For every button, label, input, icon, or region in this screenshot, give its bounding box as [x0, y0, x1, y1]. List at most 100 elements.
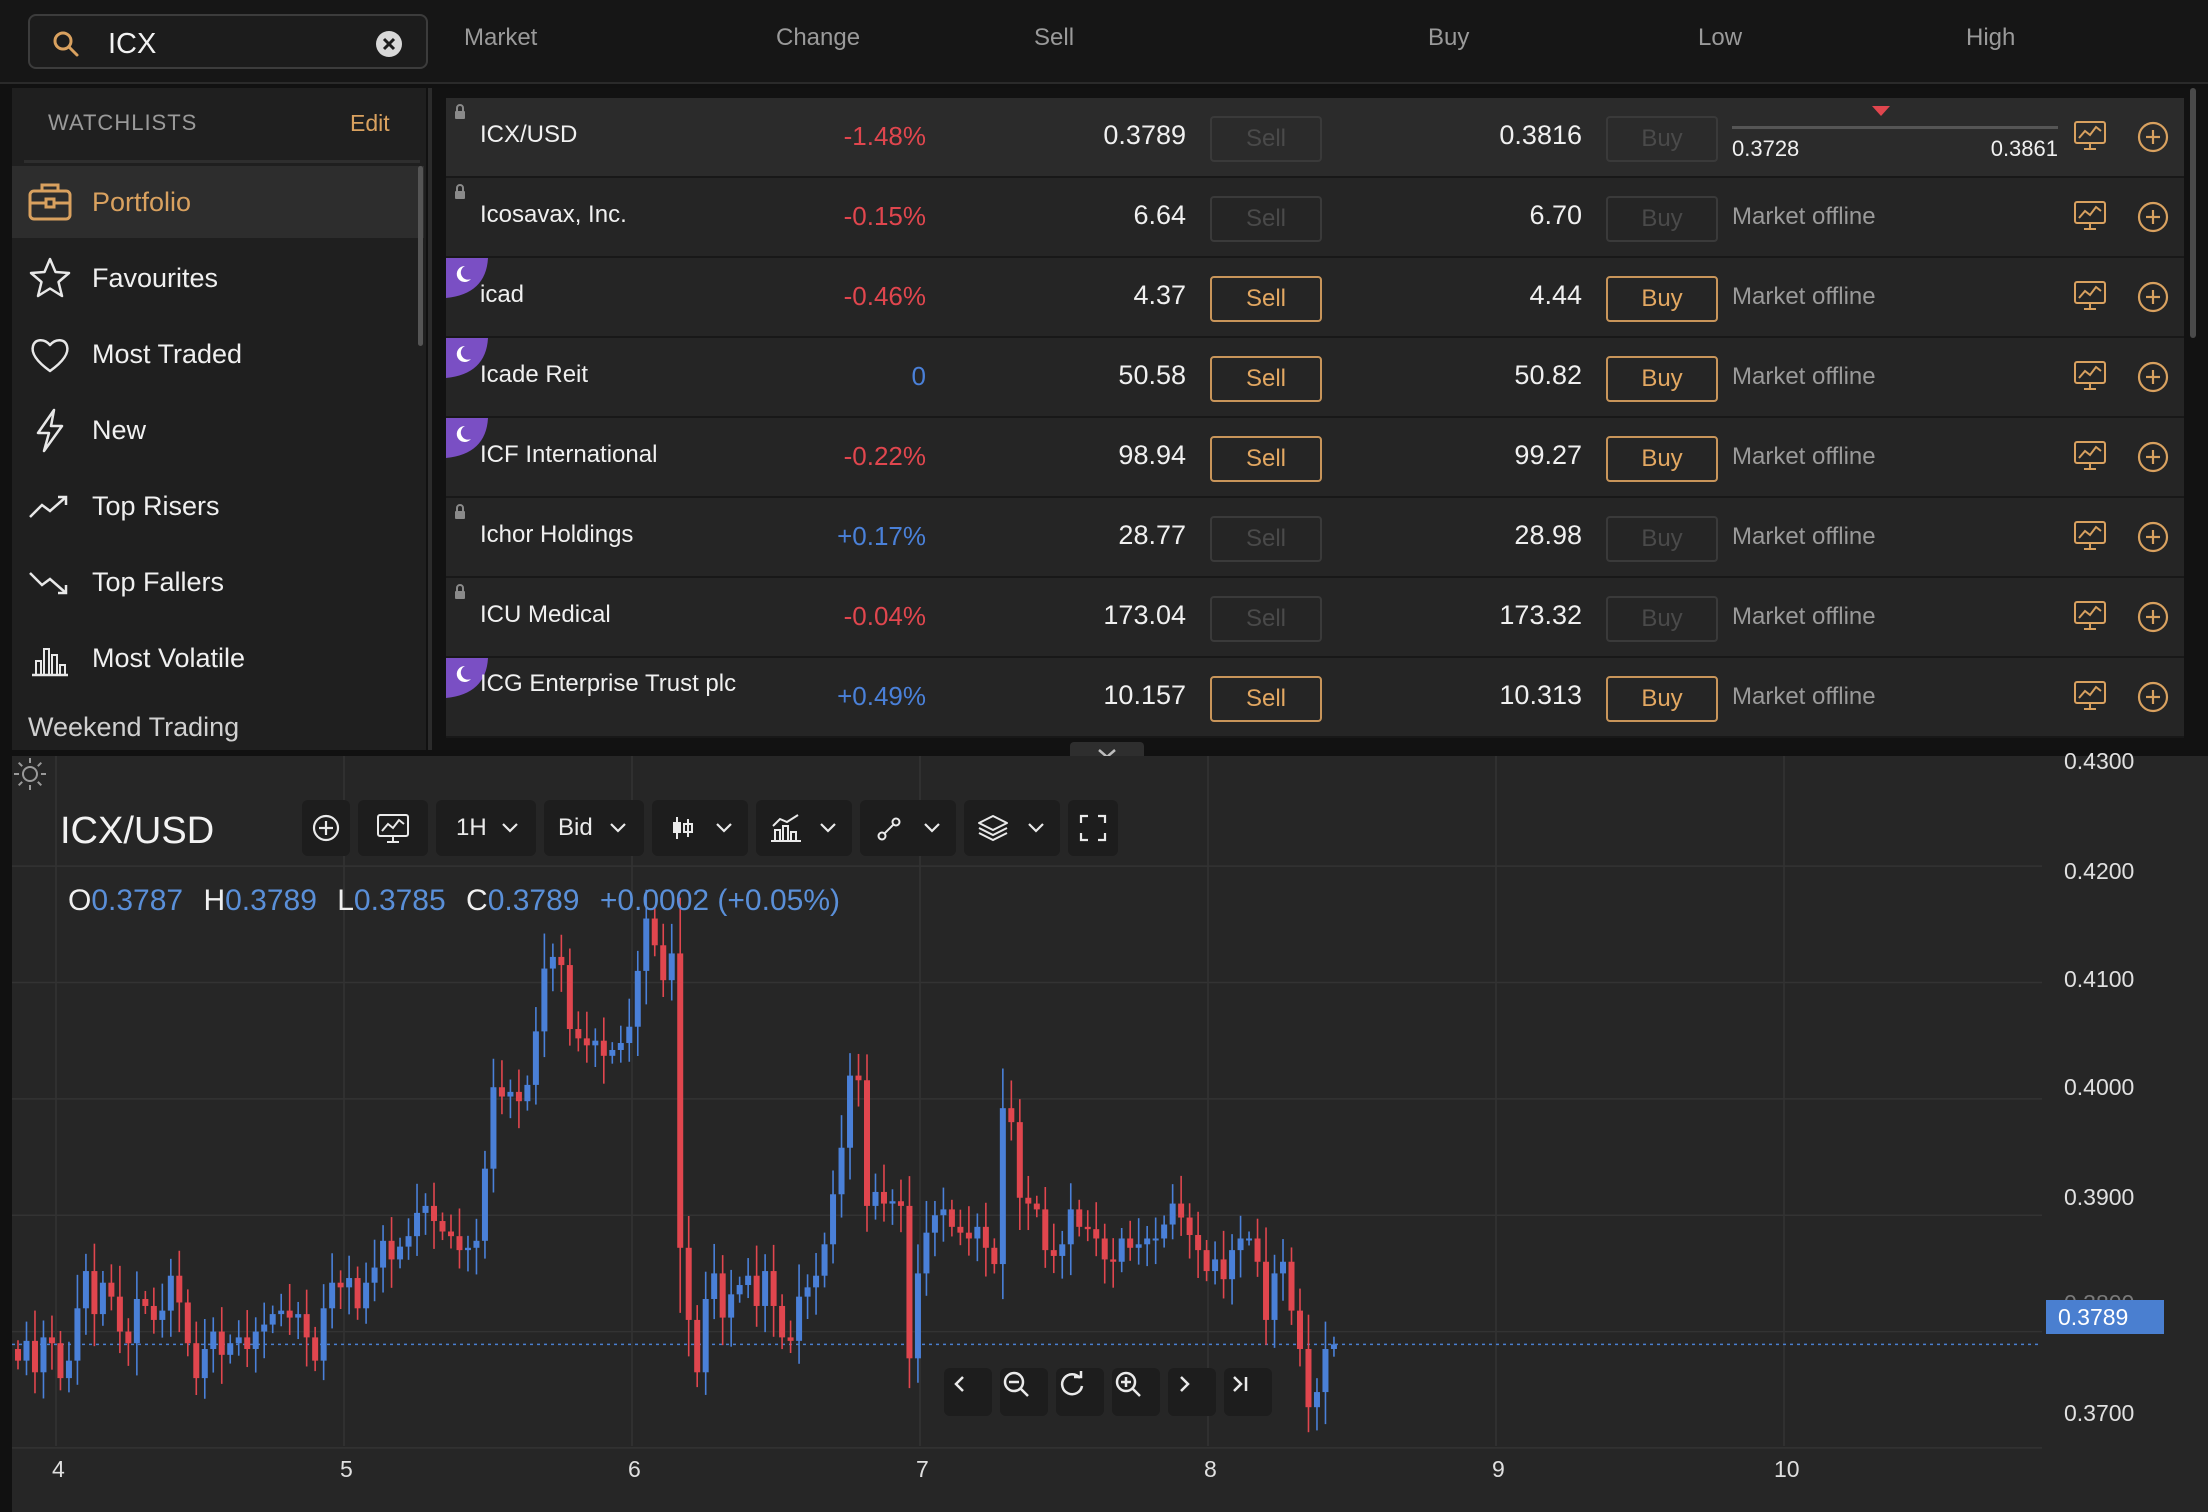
sidebar-item-portfolio[interactable]: Portfolio [12, 166, 424, 238]
table-row[interactable]: Ichor Holdings +0.17% 28.77 Sell 28.98 B… [446, 498, 2184, 578]
candle-body [1313, 1392, 1320, 1408]
edit-watchlists-button[interactable]: Edit [350, 110, 390, 136]
buy-button[interactable]: Buy [1606, 196, 1718, 242]
table-row[interactable]: ICU Medical -0.04% 173.04 Sell 173.32 Bu… [446, 578, 2184, 658]
add-to-watchlist-icon[interactable] [2136, 200, 2170, 234]
table-row[interactable]: icad -0.46% 4.37 Sell 4.44 Buy Market of… [446, 258, 2184, 338]
candle-body [541, 968, 548, 1032]
sidebar-item-most-volatile[interactable]: Most Volatile [12, 622, 424, 694]
candle-body [82, 1271, 89, 1309]
market-name[interactable]: ICF International [480, 441, 658, 468]
table-row[interactable]: Icade Reit 0 50.58 Sell 50.82 Buy Market… [446, 338, 2184, 418]
chart-icon[interactable] [2072, 518, 2108, 554]
fullscreen-button[interactable] [1068, 800, 1118, 856]
chart-icon[interactable] [2072, 198, 2108, 234]
sidebar-item-favourites[interactable]: Favourites [12, 242, 424, 314]
add-to-watchlist-icon[interactable] [2136, 440, 2170, 474]
go-to-latest-button[interactable] [1224, 1368, 1272, 1416]
price-type-selector[interactable]: Bid [544, 800, 644, 856]
candlestick-plot[interactable] [12, 756, 2208, 1512]
market-name[interactable]: Icade Reit [480, 361, 589, 388]
chart-icon[interactable] [2072, 118, 2108, 154]
sidebar-item-top-risers[interactable]: Top Risers [12, 470, 424, 542]
scroll-right-button[interactable] [1168, 1368, 1216, 1416]
buy-button[interactable]: Buy [1606, 436, 1718, 482]
zoom-out-button[interactable] [1000, 1368, 1048, 1416]
sell-button[interactable]: Sell [1210, 276, 1322, 322]
sidebar-item-new[interactable]: New [12, 394, 424, 466]
buy-button[interactable]: Buy [1606, 356, 1718, 402]
buy-button[interactable]: Buy [1606, 516, 1718, 562]
add-to-watchlist-icon[interactable] [2136, 600, 2170, 634]
market-name[interactable]: icad [480, 281, 525, 308]
sell-button[interactable]: Sell [1210, 116, 1322, 162]
sell-button[interactable]: Sell [1210, 196, 1322, 242]
chart-icon[interactable] [2072, 438, 2108, 474]
add-to-watchlist-icon[interactable] [2136, 520, 2170, 554]
table-row[interactable]: ICG Enterprise Trust plc +0.49% 10.157 S… [446, 658, 2184, 738]
market-name[interactable]: ICX/USD [480, 121, 578, 148]
candle-body [23, 1340, 30, 1361]
indicators-selector[interactable] [756, 800, 852, 856]
candle-body [507, 1091, 514, 1097]
sidebar-item-top-fallers[interactable]: Top Fallers [12, 546, 424, 618]
market-change: -0.15% [843, 201, 926, 231]
table-row[interactable]: Icosavax, Inc. -0.15% 6.64 Sell 6.70 Buy… [446, 178, 2184, 258]
buy-button[interactable]: Buy [1606, 676, 1718, 722]
chart-icon[interactable] [2072, 358, 2108, 394]
sell-button[interactable]: Sell [1210, 356, 1322, 402]
sidebar-item-most-traded[interactable]: Most Traded [12, 318, 424, 390]
add-to-watchlist-icon[interactable] [2136, 680, 2170, 714]
market-name[interactable]: ICU Medical [480, 601, 611, 628]
reset-chart-button[interactable] [1056, 1368, 1104, 1416]
market-name[interactable]: ICG Enterprise Trust plc [480, 670, 737, 697]
sell-button[interactable]: Sell [1210, 516, 1322, 562]
column-header-change[interactable]: Change [776, 24, 861, 51]
table-scrollbar[interactable] [2190, 88, 2196, 338]
chart-icon[interactable] [2072, 598, 2108, 634]
buy-button[interactable]: Buy [1606, 116, 1718, 162]
chart-icon[interactable] [2072, 678, 2108, 714]
drawing-tools-selector[interactable] [860, 800, 956, 856]
market-name[interactable]: Icosavax, Inc. [480, 201, 627, 228]
search-box[interactable]: ICX [28, 14, 428, 69]
scroll-left-button[interactable] [944, 1368, 992, 1416]
sell-button[interactable]: Sell [1210, 676, 1322, 722]
theme-toggle-icon[interactable] [12, 756, 48, 792]
column-header-high[interactable]: High [1966, 24, 2016, 51]
current-price-tag: 0.3789 [2046, 1300, 2164, 1334]
buy-button[interactable]: Buy [1606, 596, 1718, 642]
column-header-buy[interactable]: Buy [1428, 24, 1470, 51]
zoom-in-button[interactable] [1112, 1368, 1160, 1416]
candle-body [498, 1087, 505, 1097]
chart-icon[interactable] [2072, 278, 2108, 314]
search-input[interactable]: ICX [108, 28, 157, 60]
add-to-watchlist-icon[interactable] [2136, 280, 2170, 314]
interval-selector[interactable]: 1H [436, 800, 536, 856]
sell-button[interactable]: Sell [1210, 436, 1322, 482]
market-change: -1.48% [843, 121, 926, 151]
sell-button[interactable]: Sell [1210, 596, 1322, 642]
sell-price: 173.04 [1103, 600, 1186, 630]
sidebar-scrollbar[interactable] [418, 166, 423, 346]
market-change: -0.22% [843, 441, 926, 471]
sell-price: 10.157 [1103, 680, 1186, 710]
market-name[interactable]: Ichor Holdings [480, 521, 634, 548]
candle-body [1042, 1209, 1049, 1251]
table-row[interactable]: ICX/USD -1.48% 0.3789 Sell 0.3816 Buy 0.… [446, 98, 2184, 178]
add-to-watchlist-icon[interactable] [2136, 360, 2170, 394]
add-indicator-button[interactable] [302, 800, 350, 856]
buy-button[interactable]: Buy [1606, 276, 1718, 322]
add-to-watchlist-icon[interactable] [2136, 120, 2170, 154]
chart-type-selector[interactable] [652, 800, 748, 856]
price-chart[interactable]: ICX/USD 1H Bid O0.3787 H0.3789 L0.3785 C… [12, 748, 2208, 1512]
column-header-sell[interactable]: Sell [1034, 24, 1075, 51]
layers-selector[interactable] [964, 800, 1060, 856]
column-header-market[interactable]: Market [464, 24, 538, 51]
table-row[interactable]: ICF International -0.22% 98.94 Sell 99.2… [446, 418, 2184, 498]
chart-view-button[interactable] [358, 800, 428, 856]
column-header-low[interactable]: Low [1698, 24, 1743, 51]
clear-search-icon[interactable] [374, 29, 404, 59]
weekend-trading-heading[interactable]: Weekend Trading [28, 712, 240, 742]
candle-body [1195, 1234, 1202, 1251]
